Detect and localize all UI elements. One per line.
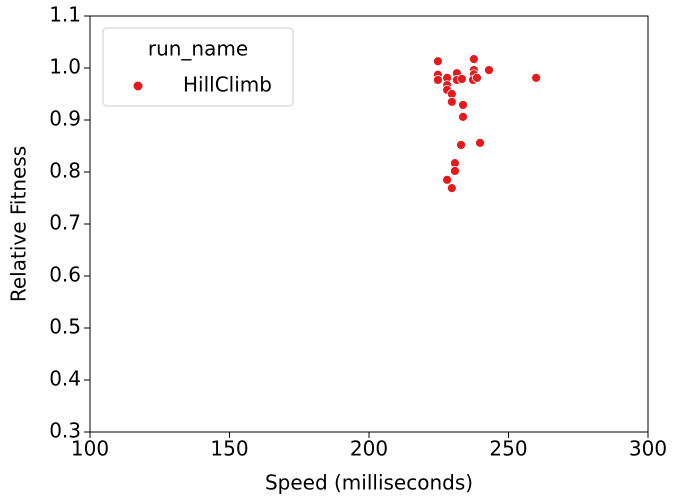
point — [484, 65, 494, 75]
y-tick-label: 1.1 — [49, 3, 81, 27]
x-tick-label: 300 — [629, 437, 667, 461]
y-axis-label: Relative Fitness — [7, 146, 31, 302]
x-tick-label: 100 — [71, 437, 109, 461]
point — [450, 166, 460, 176]
y-tick-label: 0.9 — [49, 107, 81, 131]
y-tick-label: 0.3 — [49, 419, 81, 443]
x-tick-label: 200 — [350, 437, 388, 461]
point — [531, 72, 542, 83]
point — [458, 100, 468, 110]
point — [475, 137, 485, 148]
plot-frame — [89, 15, 649, 433]
point — [433, 75, 443, 85]
legend-label: HillClimb — [183, 73, 272, 97]
point — [442, 174, 453, 185]
y-tick-label: 0.4 — [49, 367, 81, 391]
y-tick-label: 1.0 — [49, 55, 81, 79]
legend-marker — [132, 80, 144, 92]
point — [469, 54, 479, 65]
x-tick-label: 250 — [489, 437, 527, 461]
y-tick-label: 0.7 — [49, 211, 81, 235]
x-tick-label: 150 — [210, 437, 248, 461]
point — [446, 183, 457, 194]
point — [458, 111, 468, 122]
point — [472, 72, 482, 83]
y-tick-label: 0.5 — [49, 315, 81, 339]
legend-title: run_name — [148, 37, 248, 61]
x-axis-label: Speed (milliseconds) — [265, 471, 473, 495]
y-tick-label: 0.6 — [49, 263, 81, 287]
point — [446, 96, 457, 107]
y-tick-label: 0.8 — [49, 159, 81, 183]
point — [457, 74, 467, 84]
legend-box — [102, 27, 294, 107]
point — [433, 56, 443, 67]
point — [456, 140, 466, 150]
